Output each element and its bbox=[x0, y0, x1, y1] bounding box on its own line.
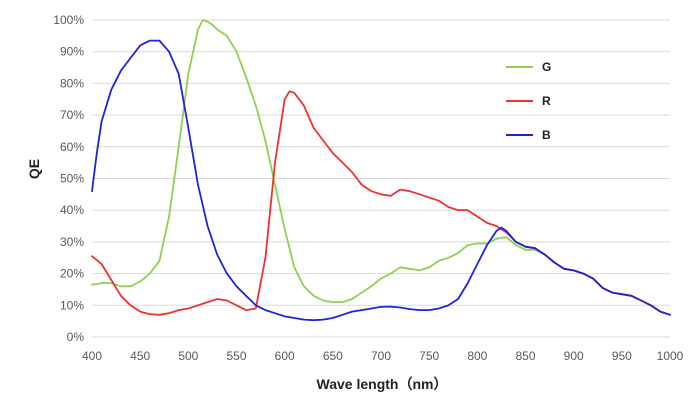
series-lines bbox=[91, 19, 671, 322]
y-tick-label: 60% bbox=[60, 140, 84, 154]
x-axis-title: Wave length（nm） bbox=[317, 376, 448, 392]
x-tick-label: 850 bbox=[515, 349, 535, 363]
y-tick-label: 80% bbox=[60, 76, 84, 90]
series-line-b bbox=[91, 39, 671, 322]
legend-item-b: B bbox=[506, 128, 551, 142]
y-axis-ticks: 0% 10% 20% 30% 40% 50% 60% 70% 80% 90% 100% bbox=[53, 13, 84, 344]
x-tick-label: 450 bbox=[130, 349, 150, 363]
y-tick-label: 70% bbox=[60, 108, 84, 122]
series-line-g bbox=[91, 19, 671, 316]
x-tick-label: 950 bbox=[612, 349, 632, 363]
legend-label: R bbox=[542, 94, 551, 108]
y-tick-label: 10% bbox=[60, 298, 84, 312]
x-tick-label: 500 bbox=[178, 349, 198, 363]
y-tick-label: 20% bbox=[60, 267, 84, 281]
y-tick-label: 100% bbox=[53, 13, 84, 27]
legend-item-g: G bbox=[506, 60, 551, 74]
legend-label: G bbox=[542, 60, 551, 74]
x-tick-label: 650 bbox=[323, 349, 343, 363]
y-tick-label: 90% bbox=[60, 45, 84, 59]
x-tick-label: 700 bbox=[371, 349, 391, 363]
y-tick-label: 50% bbox=[60, 172, 84, 186]
x-tick-label: 600 bbox=[275, 349, 295, 363]
y-tick-label: 30% bbox=[60, 235, 84, 249]
x-tick-label: 400 bbox=[82, 349, 102, 363]
y-axis-title: QE bbox=[26, 159, 42, 179]
x-tick-label: 550 bbox=[226, 349, 246, 363]
x-tick-label: 900 bbox=[564, 349, 584, 363]
series-line-r bbox=[91, 90, 671, 316]
legend-item-r: R bbox=[506, 94, 551, 108]
y-tick-label: 40% bbox=[60, 203, 84, 217]
gridlines bbox=[92, 19, 670, 338]
x-tick-label: 1000 bbox=[657, 349, 684, 363]
y-tick-label: 0% bbox=[67, 330, 85, 344]
x-axis-ticks: 400 450 500 550 600 650 700 750 800 850 900 950 1000 bbox=[82, 349, 684, 363]
legend-label: B bbox=[542, 128, 551, 142]
x-tick-label: 750 bbox=[419, 349, 439, 363]
x-tick-label: 800 bbox=[467, 349, 487, 363]
legend: G R B bbox=[506, 60, 551, 142]
